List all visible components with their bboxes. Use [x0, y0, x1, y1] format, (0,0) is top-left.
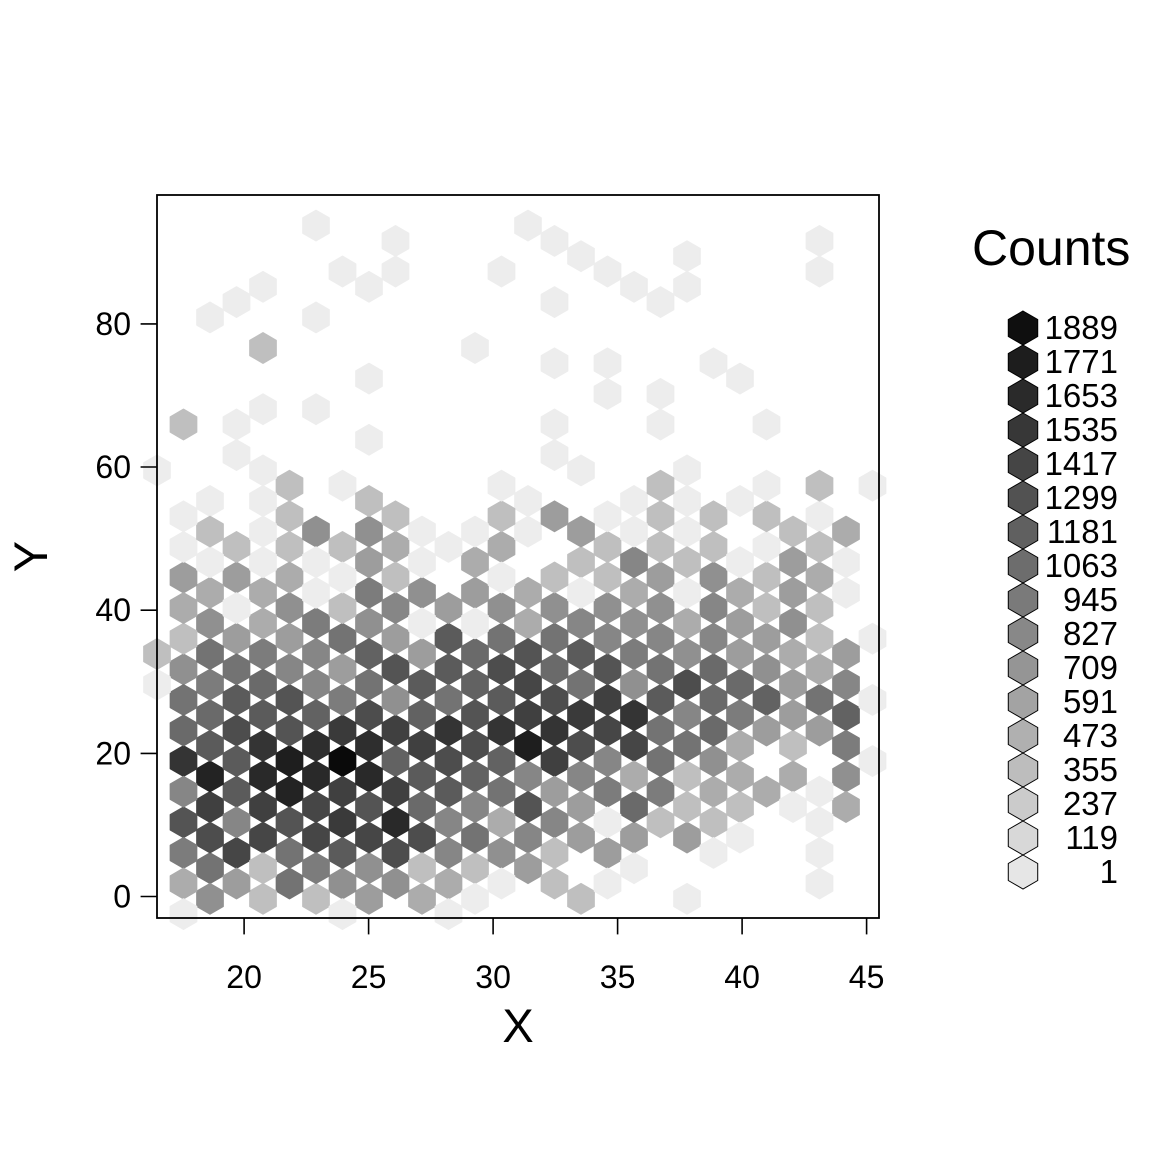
- svg-text:827: 827: [1063, 615, 1118, 652]
- svg-text:0: 0: [113, 879, 131, 915]
- svg-text:119: 119: [1065, 819, 1118, 856]
- svg-text:Y: Y: [4, 541, 57, 572]
- svg-text:30: 30: [475, 959, 511, 995]
- svg-text:1771: 1771: [1045, 343, 1118, 380]
- svg-text:945: 945: [1063, 581, 1118, 618]
- svg-text:20: 20: [95, 735, 131, 771]
- svg-text:45: 45: [849, 959, 885, 995]
- svg-text:X: X: [502, 999, 533, 1052]
- svg-text:1: 1: [1100, 853, 1118, 890]
- svg-text:473: 473: [1063, 717, 1118, 754]
- svg-text:1535: 1535: [1045, 411, 1118, 448]
- svg-text:591: 591: [1063, 683, 1118, 720]
- svg-text:237: 237: [1063, 785, 1118, 822]
- svg-text:25: 25: [351, 959, 387, 995]
- svg-text:1417: 1417: [1045, 445, 1118, 482]
- svg-text:1889: 1889: [1045, 309, 1118, 346]
- svg-text:Counts: Counts: [972, 220, 1130, 276]
- svg-text:60: 60: [95, 449, 131, 485]
- svg-text:1653: 1653: [1045, 377, 1118, 414]
- svg-text:40: 40: [724, 959, 760, 995]
- svg-text:709: 709: [1063, 649, 1118, 686]
- svg-text:20: 20: [226, 959, 262, 995]
- svg-text:35: 35: [600, 959, 636, 995]
- svg-text:1063: 1063: [1045, 547, 1118, 584]
- svg-text:355: 355: [1063, 751, 1118, 788]
- svg-text:80: 80: [95, 306, 131, 342]
- svg-text:40: 40: [95, 592, 131, 628]
- svg-text:1181: 1181: [1047, 513, 1118, 550]
- svg-text:1299: 1299: [1045, 479, 1118, 516]
